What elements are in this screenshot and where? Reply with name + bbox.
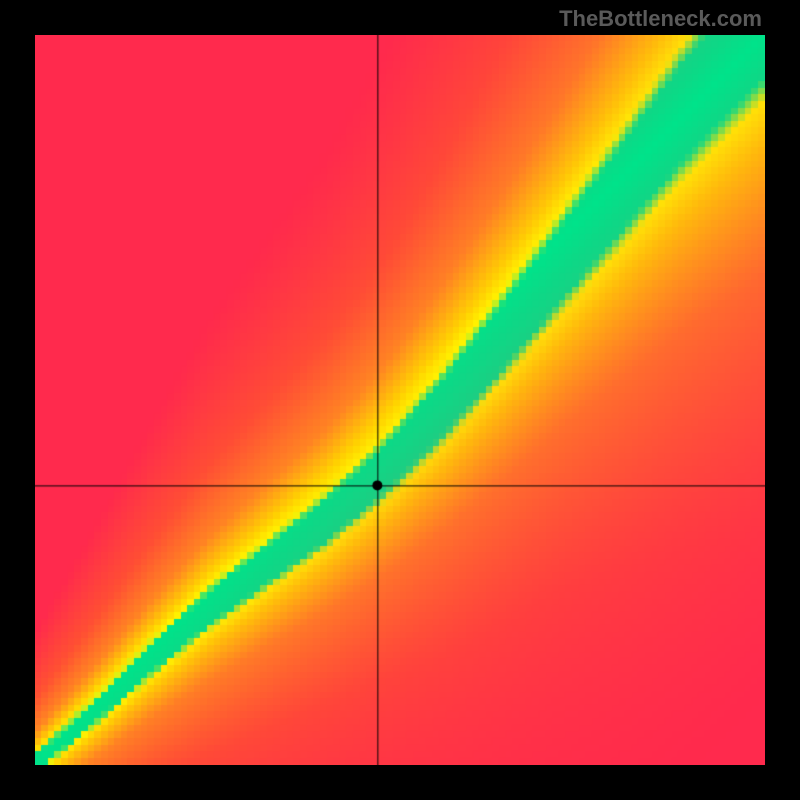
watermark-text: TheBottleneck.com	[559, 6, 762, 32]
chart-container: TheBottleneck.com	[0, 0, 800, 800]
crosshair-canvas	[35, 35, 765, 765]
